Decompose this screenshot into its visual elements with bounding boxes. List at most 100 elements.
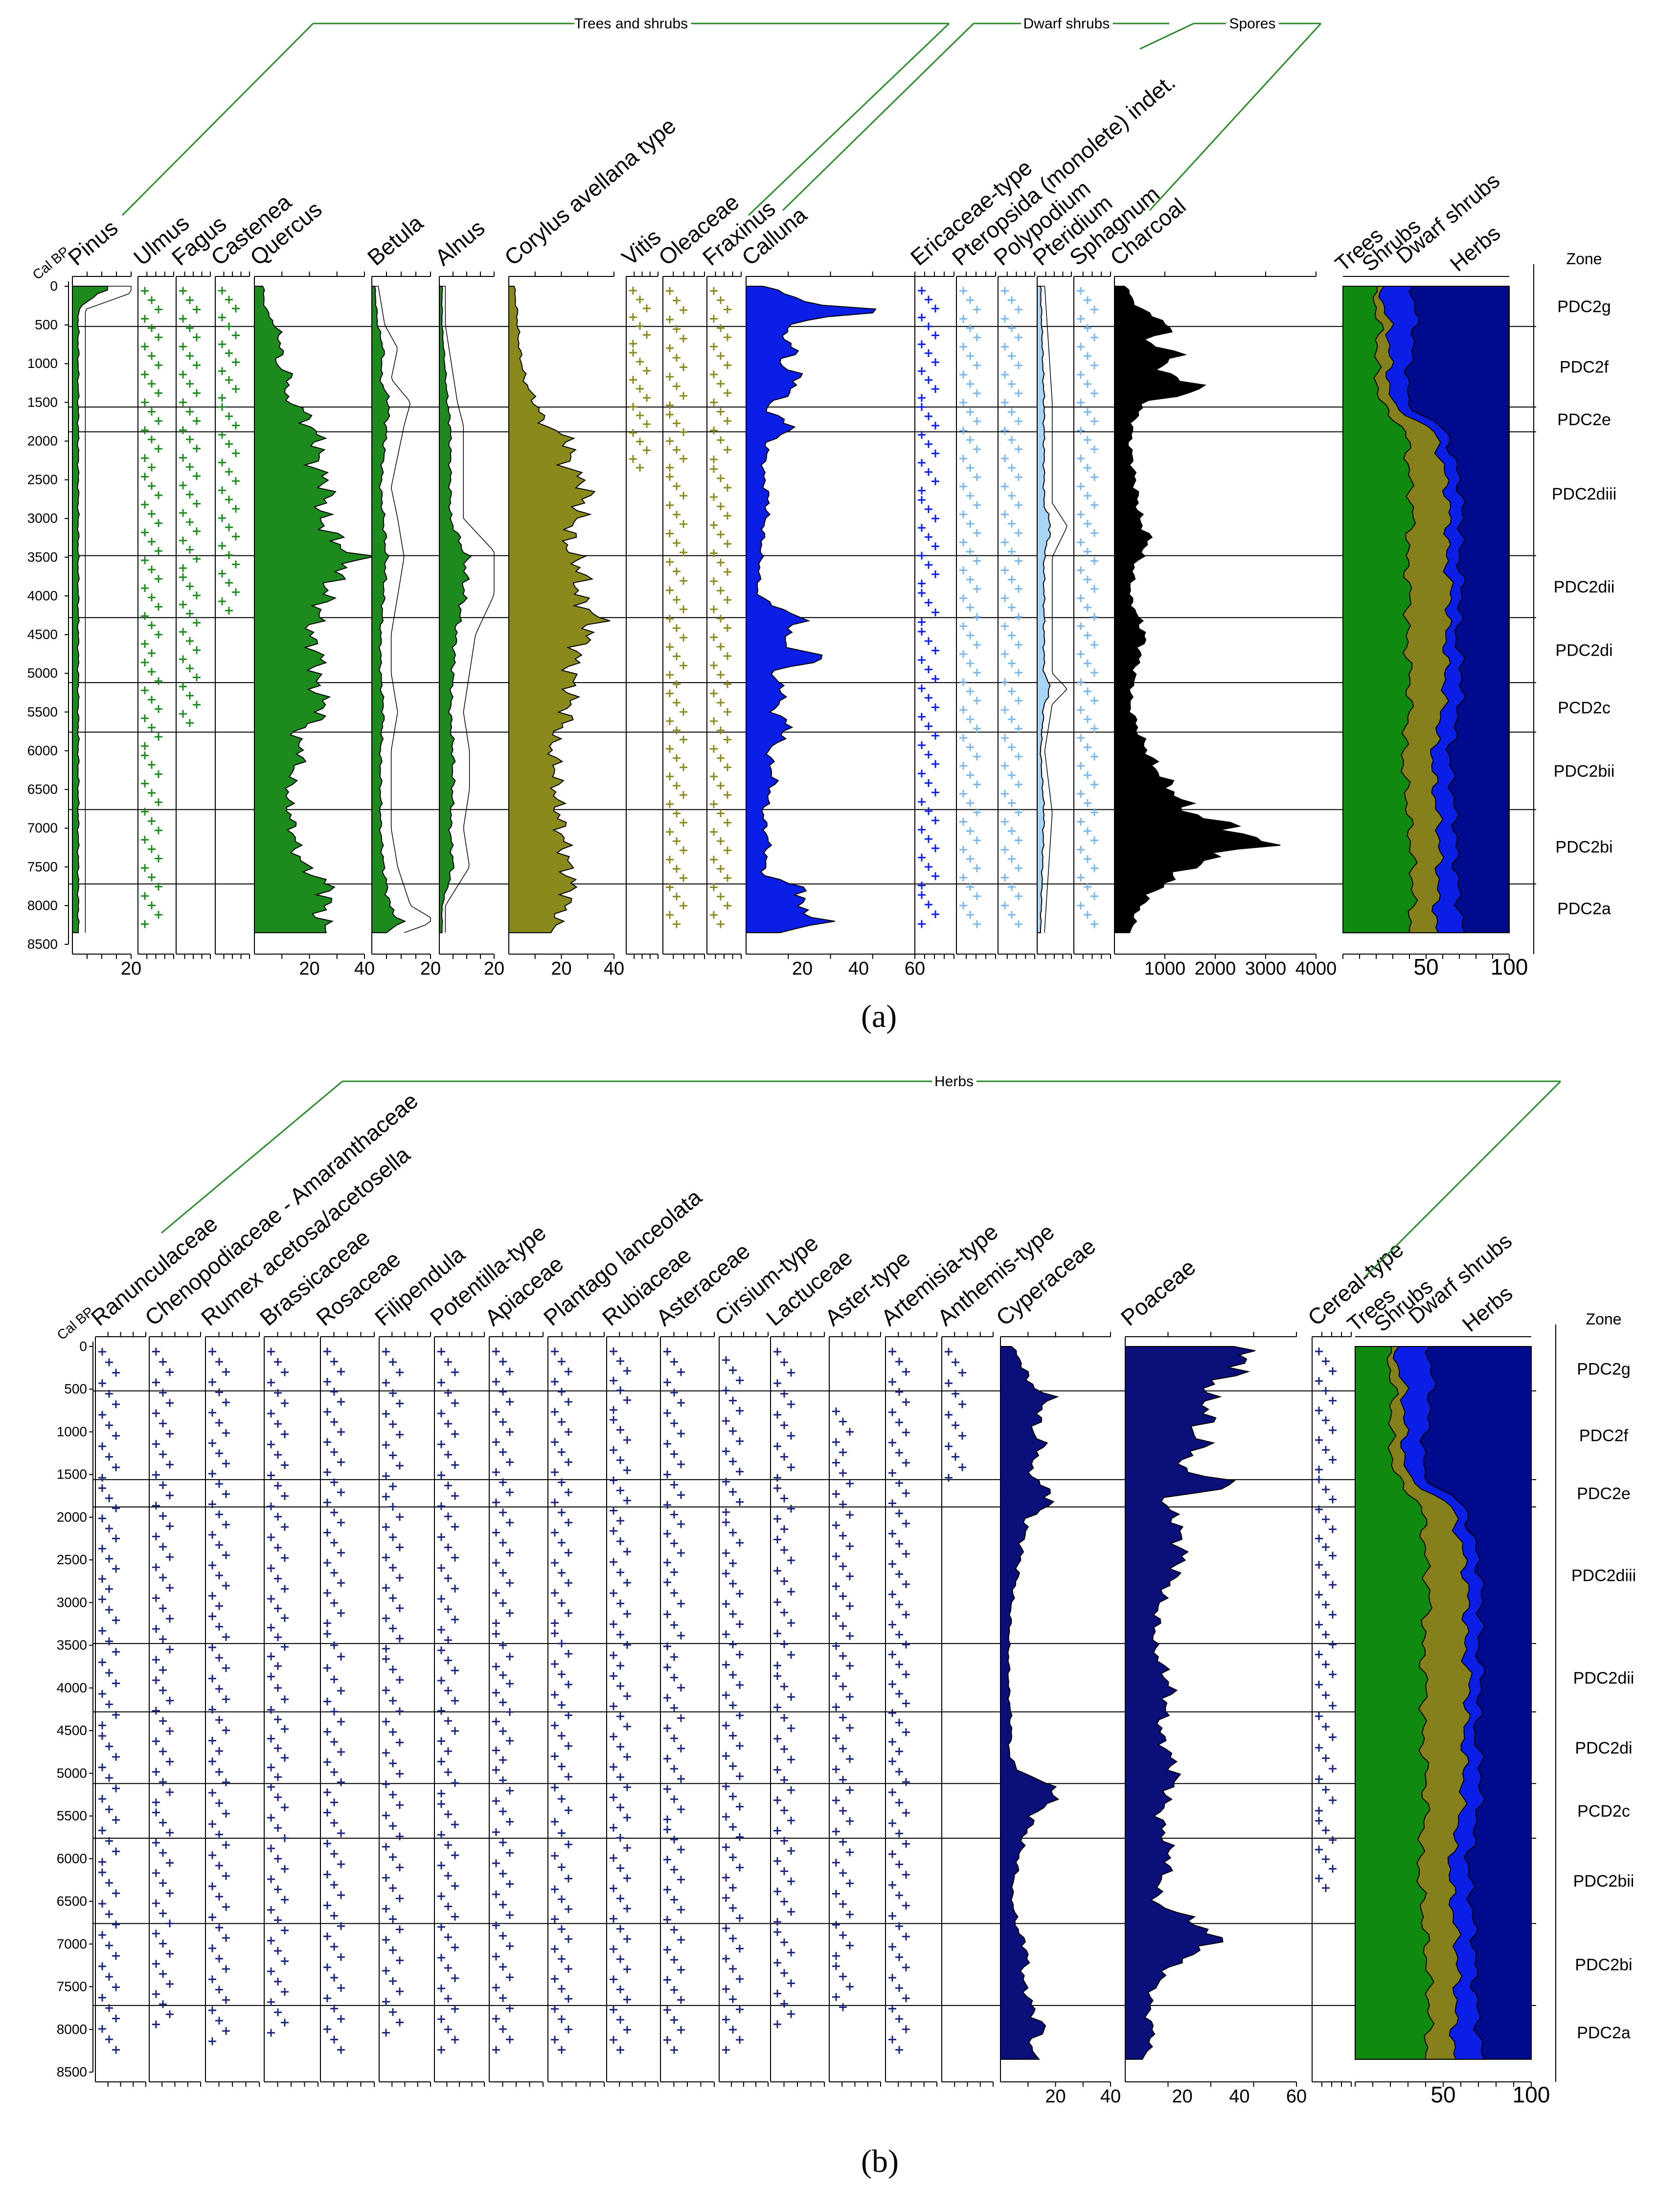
taxon-presence-marker [895, 1860, 903, 1869]
taxon-presence-marker [148, 761, 156, 769]
taxon-presence-marker [98, 1858, 106, 1866]
taxon-presence-marker [670, 1673, 678, 1682]
taxon-presence-marker [722, 1782, 730, 1791]
taxon-presence-marker [773, 1928, 781, 1936]
taxon-presence-marker [330, 1768, 338, 1776]
taxon-presence-marker [437, 1533, 445, 1541]
taxon-curve [746, 286, 877, 934]
taxon-presence-marker [186, 610, 194, 618]
taxon-presence-marker [499, 1641, 507, 1649]
taxon-presence-marker [152, 1768, 160, 1776]
taxon-presence-marker [281, 1834, 289, 1842]
taxon-presence-marker [973, 473, 981, 481]
taxon-presence-marker [558, 1418, 566, 1426]
taxon-presence-marker [846, 1755, 854, 1763]
taxon-presence-marker [1008, 548, 1016, 556]
zone-label: PDC2bi [1575, 1956, 1632, 1974]
taxon-presence-marker [616, 1894, 624, 1903]
taxon-presence-marker [832, 1642, 840, 1650]
taxon-presence-marker [208, 1913, 216, 1921]
taxon-presence-marker [444, 1419, 452, 1428]
taxon-presence-marker [499, 2025, 507, 2033]
taxon-presence-marker [98, 1658, 106, 1666]
taxon-presence-marker [274, 1978, 282, 1986]
taxon-presence-marker [232, 358, 240, 366]
taxon-presence-marker [396, 1832, 404, 1841]
taxon-presence-marker [389, 1946, 397, 1954]
taxon-presence-marker [636, 411, 644, 420]
taxon-presence-marker [680, 492, 687, 500]
taxon-presence-marker [773, 1442, 781, 1450]
taxon-presence-marker [680, 455, 687, 463]
taxon-presence-marker [499, 1538, 507, 1547]
taxon-presence-marker [208, 1347, 216, 1356]
taxon-presence-marker [1329, 1733, 1337, 1741]
taxon-presence-marker [677, 1520, 685, 1528]
taxon-presence-marker [1090, 305, 1098, 314]
taxon-presence-marker [389, 1759, 397, 1767]
taxon-presence-marker [1001, 398, 1009, 407]
taxon-presence-marker [931, 421, 939, 430]
taxon-presence-marker [179, 315, 187, 323]
taxon-presence-marker [666, 316, 674, 324]
zone-label: PCD2c [1577, 1802, 1630, 1821]
zone-label: PDC2di [1575, 1739, 1632, 1757]
taxon-presence-marker [623, 1722, 631, 1731]
taxon-presence-marker [492, 1984, 500, 1992]
taxon-presence-marker [1090, 585, 1098, 593]
taxon-presence-marker [1001, 650, 1009, 658]
taxon-presence-marker [780, 1525, 788, 1533]
taxon-presence-marker [323, 2025, 331, 2033]
taxon-presence-marker [729, 1884, 737, 1892]
taxon-presence-marker [846, 1724, 854, 1732]
taxon-presence-marker [780, 1776, 788, 1784]
taxon-presence-marker [966, 492, 974, 500]
taxon-presence-marker [1329, 1581, 1337, 1589]
taxon-presence-marker [925, 296, 932, 304]
taxon-presence-marker [1090, 473, 1098, 481]
taxon-presence-marker [610, 1915, 617, 1923]
taxon-presence-marker [925, 807, 932, 815]
taxon-presence-marker [1015, 585, 1022, 593]
taxon-presence-marker [451, 2005, 459, 2013]
taxon-presence-marker [677, 1846, 685, 1854]
taxon-presence-marker [193, 618, 201, 627]
taxon-presence-marker [832, 1459, 840, 1467]
taxon-presence-marker [1322, 1515, 1330, 1524]
taxon-presence-marker [444, 2025, 452, 2033]
taxon-presence-marker [98, 1595, 106, 1603]
taxon-presence-marker [832, 1962, 840, 1970]
taxon-presence-marker [389, 1594, 397, 1602]
taxon-presence-marker [232, 421, 240, 430]
taxon-presence-marker [888, 1499, 896, 1507]
taxon-presence-marker [396, 1707, 404, 1715]
taxon-presence-marker [610, 1824, 617, 1832]
taxon-presence-marker [558, 1732, 566, 1740]
taxon-presence-marker [565, 1806, 572, 1814]
taxon-presence-marker [1008, 883, 1016, 891]
zone-label: PDC2bii [1573, 1872, 1635, 1891]
taxon-presence-marker [1090, 864, 1098, 872]
taxon-presence-marker [773, 1598, 781, 1606]
taxon-presence-marker [389, 1389, 397, 1397]
taxon-presence-marker [616, 1517, 624, 1525]
taxon-presence-marker [499, 1963, 507, 1971]
taxon-presence-marker [396, 1574, 404, 1582]
taxon-presence-marker [959, 650, 967, 658]
taxon-presence-marker [492, 1921, 500, 1930]
y-tick-label: 8000 [57, 2022, 87, 2037]
taxon-presence-marker [616, 2015, 624, 2024]
taxon-presence-marker [839, 1869, 847, 1877]
taxon-presence-marker [729, 1427, 737, 1435]
taxon-presence-marker [888, 1788, 896, 1797]
taxon-presence-marker [215, 1654, 223, 1662]
taxon-presence-marker [558, 2015, 566, 2023]
taxon-presence-marker [551, 1885, 559, 1893]
taxon-presence-marker [389, 1822, 397, 1830]
taxon-presence-marker [787, 1556, 795, 1565]
taxon-presence-marker [215, 1358, 223, 1366]
taxon-presence-marker [337, 1984, 345, 1992]
taxon-presence-marker [918, 825, 926, 834]
taxon-presence-marker [506, 1786, 514, 1795]
